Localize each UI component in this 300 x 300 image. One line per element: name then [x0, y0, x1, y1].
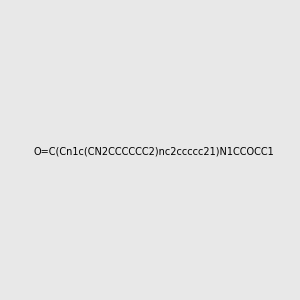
Text: O=C(Cn1c(CN2CCCCCC2)nc2ccccc21)N1CCOCC1: O=C(Cn1c(CN2CCCCCC2)nc2ccccc21)N1CCOCC1: [33, 146, 274, 157]
